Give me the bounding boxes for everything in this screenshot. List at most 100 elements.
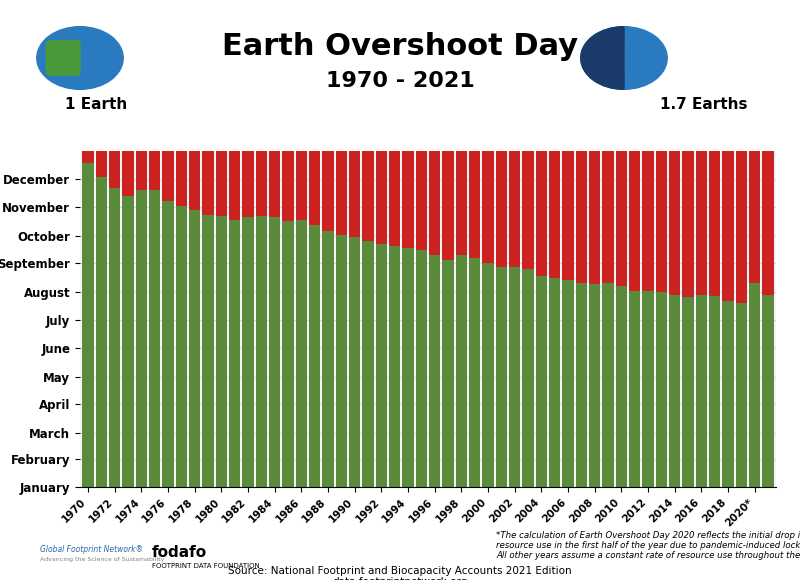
Bar [629, 151, 640, 291]
FancyBboxPatch shape [46, 41, 80, 75]
Bar [656, 151, 667, 292]
Bar [696, 295, 707, 487]
Bar [562, 280, 574, 487]
Bar [762, 295, 774, 487]
Bar [162, 201, 174, 487]
Bar [616, 151, 627, 287]
Bar [309, 226, 320, 487]
Bar [256, 216, 267, 487]
Text: Global Footprint Network®: Global Footprint Network® [40, 545, 143, 554]
Text: FOOTPRINT DATA FOUNDATION: FOOTPRINT DATA FOUNDATION [152, 563, 260, 568]
Bar [202, 215, 214, 487]
Bar [229, 220, 240, 487]
Bar [109, 151, 120, 188]
Bar [722, 151, 734, 301]
Bar [749, 282, 760, 487]
Bar [682, 298, 694, 487]
Bar [176, 151, 187, 206]
Bar [176, 206, 187, 487]
Bar [549, 151, 560, 278]
Bar [389, 151, 400, 246]
Bar [456, 151, 467, 255]
Bar [736, 303, 747, 487]
Bar [522, 151, 534, 269]
Bar [189, 210, 200, 487]
Bar [136, 151, 147, 190]
Bar [296, 151, 307, 220]
Bar [576, 282, 587, 487]
Bar [402, 248, 414, 487]
Bar [429, 255, 440, 487]
Bar [509, 151, 520, 267]
Bar [149, 190, 160, 487]
Text: Advancing the Science of Sustainability: Advancing the Science of Sustainability [40, 557, 164, 562]
Bar [536, 151, 547, 276]
Bar [256, 151, 267, 216]
Bar [656, 292, 667, 487]
Bar [602, 151, 614, 282]
Bar [549, 278, 560, 487]
Bar [456, 255, 467, 487]
FancyBboxPatch shape [590, 41, 624, 75]
Bar [136, 190, 147, 487]
Bar [349, 151, 360, 237]
Text: 1970 - 2021: 1970 - 2021 [326, 71, 474, 91]
Bar [82, 163, 94, 487]
Bar [109, 188, 120, 487]
Bar [282, 221, 294, 487]
Bar [749, 151, 760, 282]
Bar [536, 276, 547, 487]
Bar [282, 151, 294, 221]
Bar [642, 291, 654, 487]
Bar [629, 291, 640, 487]
Bar [496, 151, 507, 267]
Bar [122, 151, 134, 196]
Bar [736, 151, 747, 303]
Bar [322, 151, 334, 231]
Bar [682, 151, 694, 298]
Bar [442, 260, 454, 487]
Bar [322, 231, 334, 487]
Bar [216, 151, 227, 216]
Bar [709, 296, 720, 487]
Bar [709, 151, 720, 296]
Bar [229, 151, 240, 220]
Bar [242, 151, 254, 217]
Bar [96, 176, 107, 487]
Bar [336, 151, 347, 235]
Bar [469, 258, 480, 487]
Text: Source: National Footprint and Biocapacity Accounts 2021 Edition
data.footprintn: Source: National Footprint and Biocapaci… [228, 566, 572, 580]
Bar [349, 237, 360, 487]
Bar [482, 151, 494, 263]
Bar [376, 244, 387, 487]
Bar [642, 151, 654, 291]
Bar [669, 295, 680, 487]
Bar [509, 267, 520, 487]
Bar [336, 235, 347, 487]
Bar [562, 151, 574, 280]
Bar [722, 301, 734, 487]
Bar [122, 196, 134, 487]
Circle shape [37, 27, 123, 89]
Bar [269, 217, 280, 487]
Bar [82, 151, 94, 163]
Bar [269, 151, 280, 217]
Text: fodafo: fodafo [152, 545, 207, 560]
Bar [762, 151, 774, 295]
Bar [362, 151, 374, 241]
Text: *The calculation of Earth Overshoot Day 2020 reflects the initial drop in
resour: *The calculation of Earth Overshoot Day … [496, 531, 800, 560]
Bar [402, 151, 414, 248]
Bar [389, 246, 400, 487]
Bar [216, 216, 227, 487]
Bar [496, 267, 507, 487]
Text: 1.7 Earths: 1.7 Earths [660, 97, 748, 112]
Bar [429, 151, 440, 255]
Bar [589, 284, 600, 487]
Bar [309, 151, 320, 226]
Bar [482, 263, 494, 487]
Bar [696, 151, 707, 295]
Bar [96, 151, 107, 176]
Bar [242, 217, 254, 487]
Wedge shape [581, 27, 624, 89]
Bar [616, 287, 627, 487]
